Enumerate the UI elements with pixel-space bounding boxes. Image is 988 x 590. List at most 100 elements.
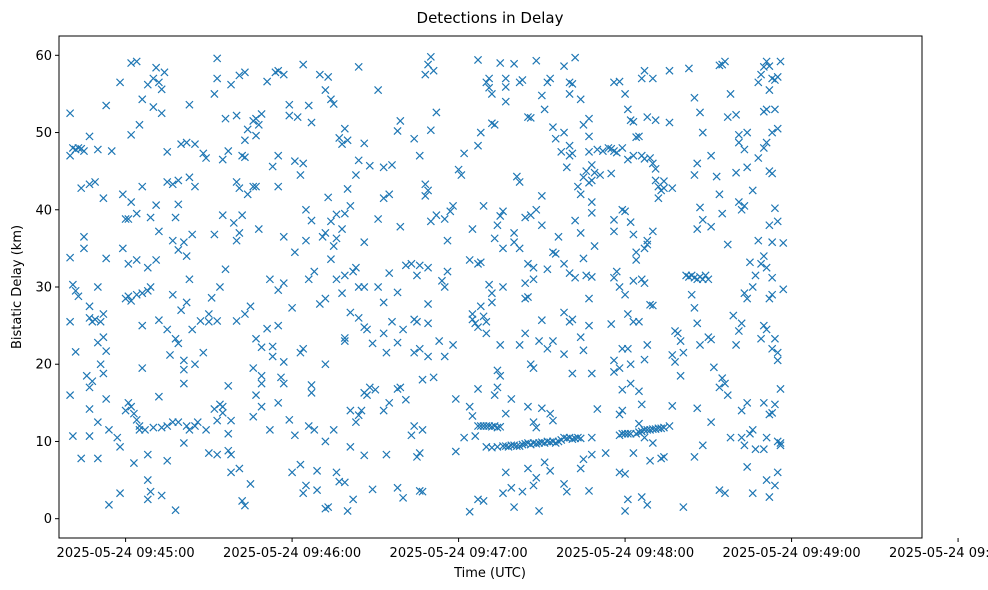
data-point	[188, 230, 197, 239]
data-point	[399, 493, 408, 502]
data-point	[68, 432, 77, 441]
data-point	[321, 294, 330, 303]
data-point	[546, 409, 555, 418]
data-point	[615, 468, 624, 477]
data-point	[152, 63, 161, 72]
data-point	[85, 383, 94, 392]
data-point	[629, 230, 638, 239]
data-point	[779, 238, 788, 248]
data-point	[745, 258, 754, 267]
data-point	[240, 310, 249, 319]
data-point	[601, 449, 610, 458]
data-point	[338, 140, 347, 149]
data-point	[501, 468, 510, 477]
data-point	[124, 259, 133, 268]
data-point	[93, 418, 102, 427]
data-point	[543, 78, 552, 87]
data-point	[121, 406, 130, 415]
data-point	[415, 261, 424, 270]
data-point	[374, 86, 383, 95]
data-point	[193, 418, 202, 427]
data-point	[643, 340, 652, 349]
data-point	[584, 294, 594, 303]
data-point	[715, 486, 724, 495]
data-point	[340, 209, 349, 218]
data-point	[709, 363, 718, 372]
data-point	[568, 149, 577, 158]
data-point	[732, 340, 741, 349]
data-point	[496, 422, 505, 431]
x-tick-label: 2025-05-24 09:50:00	[889, 546, 988, 561]
data-point	[340, 124, 349, 133]
data-point	[629, 151, 638, 160]
data-point	[560, 308, 569, 317]
data-point	[604, 143, 613, 153]
data-point	[551, 249, 560, 258]
x-tick-label: 2025-05-24 09:49:00	[723, 546, 861, 561]
data-point	[632, 248, 641, 257]
data-point	[510, 59, 519, 68]
y-tick-label: 40	[35, 203, 52, 218]
data-point	[171, 506, 180, 515]
data-point	[565, 141, 574, 150]
data-point	[765, 86, 774, 95]
data-point	[257, 109, 266, 119]
data-point	[737, 406, 746, 415]
data-point	[651, 176, 660, 185]
data-point	[304, 421, 313, 431]
data-point	[634, 387, 643, 396]
data-point	[168, 236, 177, 245]
data-point	[251, 131, 261, 140]
data-point	[759, 398, 768, 407]
data-point	[132, 57, 141, 66]
data-point	[482, 329, 491, 338]
data-point	[85, 313, 94, 322]
data-point	[326, 217, 335, 226]
data-point	[573, 433, 582, 442]
data-point	[227, 450, 236, 459]
data-point	[523, 293, 532, 302]
data-point	[582, 271, 591, 280]
data-point	[290, 157, 299, 166]
data-point	[587, 208, 596, 217]
data-point	[621, 506, 630, 515]
data-point	[263, 324, 272, 333]
data-point	[587, 272, 596, 281]
data-point	[690, 452, 699, 461]
data-point	[557, 147, 566, 156]
data-point	[146, 282, 155, 292]
data-point	[634, 132, 643, 141]
data-point	[213, 316, 222, 326]
data-point	[540, 105, 549, 114]
data-point	[440, 215, 449, 224]
data-point	[693, 404, 702, 413]
data-point	[240, 136, 249, 145]
data-point	[124, 215, 133, 224]
data-point	[185, 425, 194, 434]
data-point	[587, 176, 596, 185]
data-point	[490, 234, 499, 243]
data-point	[182, 252, 191, 261]
data-point	[560, 479, 569, 488]
data-point	[776, 384, 785, 393]
data-point	[565, 269, 574, 278]
data-point	[93, 145, 102, 154]
data-point	[548, 337, 557, 346]
data-point	[523, 113, 532, 122]
data-point	[634, 419, 643, 428]
data-point	[157, 491, 166, 500]
data-point	[107, 147, 116, 156]
data-point	[174, 245, 183, 254]
data-point	[66, 391, 75, 400]
data-point	[196, 316, 205, 326]
data-point	[720, 489, 730, 498]
data-point	[646, 456, 655, 465]
data-point	[609, 367, 619, 376]
data-point	[93, 282, 102, 292]
data-point	[482, 317, 491, 326]
data-point	[623, 155, 632, 164]
data-point	[426, 126, 435, 135]
data-point	[307, 118, 316, 127]
data-point	[204, 310, 213, 319]
data-point	[626, 218, 635, 227]
